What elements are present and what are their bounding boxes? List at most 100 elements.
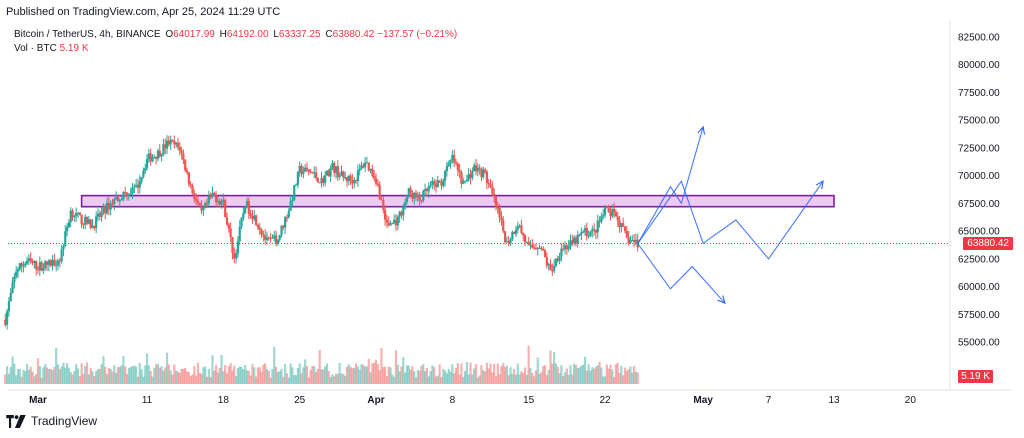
candle-body — [249, 213, 252, 217]
volume-bar — [396, 364, 399, 384]
ohlc-legend: Bitcoin / TetherUS, 4h, BINANCE O64017.9… — [14, 28, 457, 56]
candle-body — [213, 192, 216, 195]
volume-bar — [325, 363, 329, 384]
candle-body — [582, 231, 585, 233]
candle-body — [120, 199, 123, 201]
volume-bar — [305, 365, 309, 384]
candle-body — [580, 231, 583, 235]
candle-body — [195, 198, 198, 201]
volume-bar — [18, 369, 21, 384]
volume-bar — [431, 365, 434, 384]
volume-bar — [471, 374, 474, 384]
candle-body — [262, 234, 265, 236]
volume-bar — [182, 368, 185, 384]
candle-body — [185, 170, 189, 173]
volume-bar — [176, 371, 180, 384]
volume-bar — [138, 363, 141, 384]
volume-bar — [462, 376, 465, 384]
y-tick-label: 62500.00 — [958, 254, 1000, 265]
volume-bar — [195, 375, 198, 384]
volume-bar — [483, 371, 487, 384]
candle-body — [285, 217, 289, 219]
volume-bar — [105, 373, 109, 384]
volume-bar — [256, 367, 259, 384]
candle-body — [31, 260, 34, 263]
candle-body — [129, 193, 132, 195]
volume-bar — [136, 376, 140, 384]
volume-bar — [336, 373, 339, 384]
volume-bar — [569, 365, 572, 384]
candle-body — [458, 170, 461, 173]
volume-bar — [64, 367, 67, 384]
candle-body — [156, 150, 160, 159]
volume-bar — [474, 364, 478, 384]
candle-body — [574, 237, 578, 244]
volume-bar — [69, 372, 72, 384]
volume-bar — [344, 375, 347, 384]
volume-bar — [378, 370, 381, 384]
volume-bar — [511, 373, 514, 384]
volume-bar — [278, 371, 281, 384]
x-tick-label: 15 — [523, 395, 535, 406]
volume-bar — [533, 376, 536, 384]
candle-body — [483, 169, 487, 172]
volume-bar — [16, 369, 20, 384]
volume-bar — [65, 363, 69, 384]
volume-bar — [311, 365, 314, 384]
candle-body — [264, 235, 267, 240]
candle-body — [329, 168, 332, 177]
candle-body — [131, 187, 134, 194]
candle-body — [429, 185, 432, 187]
candle-body — [202, 208, 205, 211]
candle-body — [460, 172, 463, 184]
candle-body — [69, 210, 72, 223]
candle-body — [122, 191, 125, 200]
candle-body — [278, 234, 281, 240]
volume-bar — [553, 351, 556, 384]
candle-body — [373, 175, 376, 179]
volume-bar — [371, 363, 374, 384]
volume-key[interactable]: Vol · BTC — [14, 43, 57, 54]
candle-body — [260, 229, 263, 235]
candle-body — [229, 228, 232, 238]
candle-body — [193, 193, 196, 199]
candle-body — [320, 177, 323, 183]
volume-bar — [611, 369, 614, 384]
candle-body — [324, 175, 327, 184]
candle-body — [294, 184, 298, 186]
candle-body — [184, 159, 187, 171]
candle-body — [265, 237, 269, 240]
volume-bar — [440, 377, 443, 384]
candle-body — [135, 184, 138, 187]
volume-bar — [15, 375, 18, 384]
volume-bar — [233, 365, 236, 384]
volume-bar — [487, 368, 490, 384]
candle-body — [543, 250, 547, 258]
candle-body — [465, 179, 468, 181]
volume-bar — [382, 367, 385, 384]
volume-bar — [271, 368, 274, 384]
volume-bar — [125, 374, 129, 384]
tradingview-footer[interactable]: TradingView — [6, 414, 97, 428]
y-tick-label: 70000.00 — [958, 171, 1000, 182]
candle-body — [545, 257, 548, 266]
volume-bar — [285, 373, 289, 384]
volume-bar — [516, 363, 519, 384]
volume-bar — [400, 366, 403, 384]
y-tick-label: 57500.00 — [958, 310, 1000, 321]
volume-bar — [84, 365, 87, 384]
candle-body — [340, 171, 343, 176]
candle-body — [300, 165, 303, 174]
volume-bar — [394, 350, 398, 384]
candle-body — [336, 166, 339, 177]
volume-bar — [129, 367, 132, 384]
candle-body — [78, 212, 81, 215]
symbol-label[interactable]: Bitcoin / TetherUS, 4h, BINANCE — [14, 29, 161, 40]
candle-body — [109, 203, 112, 210]
candle-body — [158, 150, 161, 157]
volume-bar — [571, 374, 574, 384]
candle-body — [274, 235, 278, 244]
volume-bar — [224, 364, 227, 384]
volume-bar — [67, 367, 70, 384]
